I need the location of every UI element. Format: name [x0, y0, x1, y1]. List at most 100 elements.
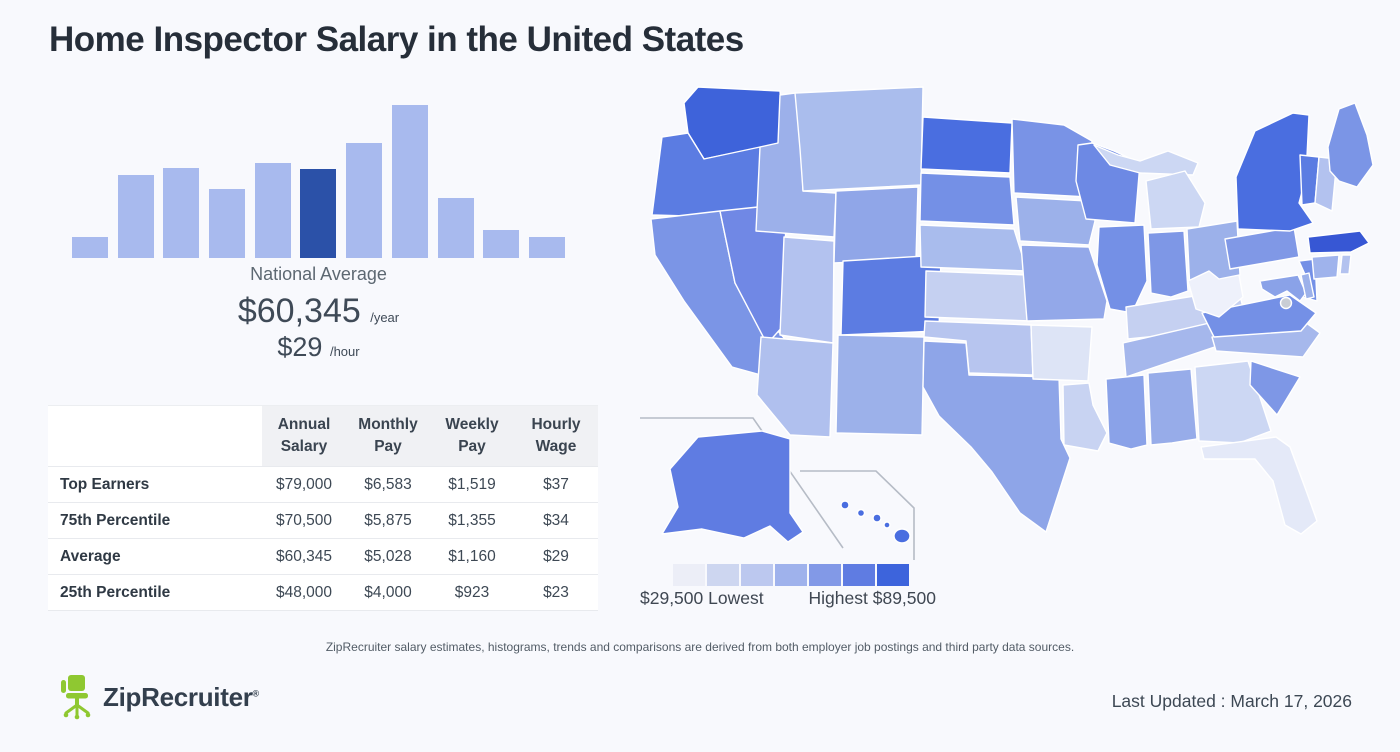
histogram-bar — [483, 230, 520, 258]
table-cell: $923 — [454, 583, 490, 601]
state-PA[interactable] — [1224, 226, 1300, 270]
row-label: 25th Percentile — [60, 583, 171, 601]
table-cell: $70,500 — [275, 511, 333, 529]
table-cell: $4,000 — [364, 583, 412, 601]
us-choropleth-svg — [640, 86, 1374, 560]
salary-table: Annual Salary Monthly Pay Weekly Pay Hourly… — [48, 405, 598, 611]
table-cell: $5,875 — [364, 511, 412, 529]
column-header: Hourly Wage — [514, 406, 598, 466]
state-ND[interactable] — [920, 116, 1013, 174]
state-DE[interactable] — [1300, 272, 1315, 300]
national-average-hourly: $29 /hour — [72, 332, 565, 363]
annual-unit: /year — [370, 310, 400, 325]
column-header: Annual Salary — [262, 406, 346, 466]
state-AK[interactable] — [661, 430, 804, 543]
logo-wordmark: ZipRecruiter® — [103, 681, 260, 712]
us-salary-map — [640, 85, 1395, 560]
legend-swatch — [843, 564, 875, 586]
histogram-bar — [117, 175, 154, 258]
histogram-bar — [528, 236, 565, 258]
state-HI[interactable] — [893, 528, 911, 544]
state-AR[interactable] — [1030, 324, 1093, 382]
national-average-label: National Average — [250, 264, 387, 284]
table-row: Average $60,345 $5,028 $1,160 $29 — [48, 538, 598, 574]
dc-dot[interactable] — [1279, 296, 1293, 310]
state-HI[interactable] — [883, 521, 891, 529]
row-label: Average — [60, 547, 121, 565]
state-MS[interactable] — [1105, 374, 1148, 450]
state-MI-upper[interactable] — [1093, 144, 1199, 176]
state-RI[interactable] — [1339, 254, 1352, 275]
state-HI[interactable] — [872, 513, 882, 523]
table-cell: $6,583 — [364, 475, 412, 493]
legend-swatch — [809, 564, 841, 586]
state-MI-lower[interactable] — [1145, 170, 1206, 230]
state-HI[interactable] — [856, 508, 866, 518]
legend-swatch — [775, 564, 807, 586]
table-row: 75th Percentile $70,500 $5,875 $1,355 $34 — [48, 502, 598, 538]
table-cell: $1,519 — [448, 475, 496, 493]
state-SC[interactable] — [1249, 360, 1301, 416]
histogram-bar — [391, 105, 428, 258]
column-header-spacer — [48, 406, 262, 466]
state-CT[interactable] — [1311, 254, 1340, 280]
table-cell: $23 — [543, 583, 569, 601]
state-NM[interactable] — [835, 334, 925, 436]
column-header: Monthly Pay — [346, 406, 430, 466]
page-title: Home Inspector Salary in the United Stat… — [49, 20, 744, 59]
row-label: 75th Percentile — [60, 511, 171, 529]
hourly-amount: $29 — [277, 332, 323, 362]
annual-amount: $60,345 — [237, 292, 361, 330]
histogram-bar — [209, 189, 246, 258]
state-WY[interactable] — [833, 186, 919, 264]
state-HI[interactable] — [840, 500, 850, 510]
table-cell: $79,000 — [275, 475, 333, 493]
state-IN[interactable] — [1147, 230, 1189, 298]
salary-table-head-row: Annual Salary Monthly Pay Weekly Pay Hourly… — [48, 405, 598, 466]
last-updated-text: Last Updated : March 17, 2026 — [1111, 691, 1352, 711]
state-MA[interactable] — [1307, 230, 1370, 254]
state-KS[interactable] — [924, 270, 1032, 322]
histogram-bar — [254, 163, 291, 258]
state-NE[interactable] — [919, 224, 1028, 272]
legend-lowest-label: $29,500 Lowest — [640, 588, 764, 608]
state-MT[interactable] — [794, 86, 924, 192]
national-average-annual: $60,345 /year — [72, 292, 565, 331]
column-header: Weekly Pay — [430, 406, 514, 466]
registered-mark: ® — [252, 687, 260, 698]
state-SD[interactable] — [919, 172, 1015, 226]
legend-swatch — [741, 564, 773, 586]
ziprecruiter-logo[interactable]: ZipRecruiter® — [58, 674, 259, 720]
state-WV[interactable] — [1187, 270, 1244, 318]
chair-icon — [61, 675, 91, 720]
state-ME[interactable] — [1327, 102, 1374, 188]
histogram-bar — [437, 198, 474, 258]
legend-swatch — [707, 564, 739, 586]
table-row: 25th Percentile $48,000 $4,000 $923 $23 — [48, 574, 598, 611]
hourly-unit: /hour — [329, 344, 360, 359]
state-FL[interactable] — [1200, 436, 1318, 535]
histogram-bar — [163, 167, 200, 258]
state-TX[interactable] — [922, 340, 1071, 533]
table-cell: $60,345 — [275, 547, 333, 565]
state-MD[interactable] — [1259, 274, 1307, 302]
table-cell: $1,160 — [448, 547, 496, 565]
legend-swatch — [673, 564, 705, 586]
hawaii-inset-border — [800, 470, 915, 560]
state-AZ[interactable] — [756, 336, 834, 438]
salary-table-body: Top Earners $79,000 $6,583 $1,519 $37 75th Pe… — [48, 466, 598, 611]
table-cell: $37 — [543, 475, 569, 493]
table-cell: $29 — [543, 547, 569, 565]
histogram-bar-national-average — [300, 169, 337, 258]
state-UT[interactable] — [779, 236, 835, 344]
table-cell: $1,355 — [448, 511, 496, 529]
state-MO[interactable] — [1020, 244, 1108, 322]
legend-highest-label: Highest $89,500 — [808, 588, 936, 608]
map-legend-swatches — [673, 564, 911, 586]
state-LA[interactable] — [1062, 382, 1108, 452]
table-row: Top Earners $79,000 $6,583 $1,519 $37 — [48, 466, 598, 502]
state-AL[interactable] — [1147, 368, 1198, 446]
state-IA[interactable] — [1015, 196, 1096, 246]
legend-swatch — [877, 564, 909, 586]
